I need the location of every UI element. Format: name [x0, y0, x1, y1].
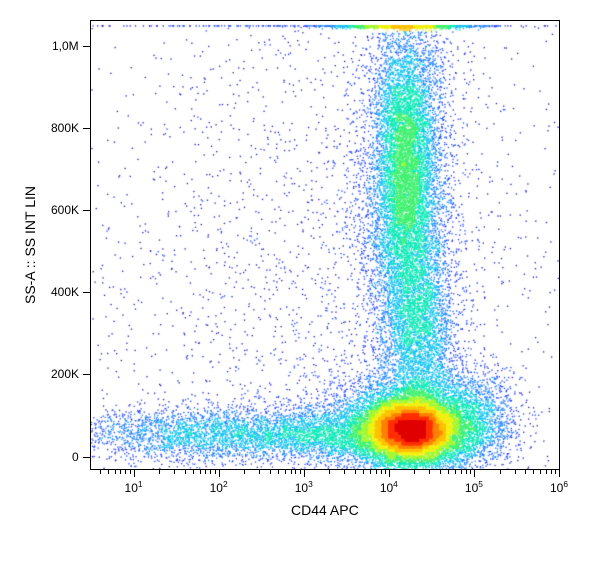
tick-label: 105 — [465, 479, 483, 495]
axis-tick — [500, 470, 501, 474]
axis-tick — [100, 470, 101, 474]
axis-tick — [448, 470, 449, 474]
tick-label: 103 — [295, 479, 313, 495]
axis-tick — [174, 470, 175, 474]
axis-tick — [83, 292, 90, 293]
axis-tick — [108, 470, 109, 474]
axis-tick — [185, 470, 186, 474]
axis-tick — [385, 470, 386, 474]
axis-tick — [414, 470, 415, 474]
tick-label: 106 — [550, 479, 568, 495]
axis-tick — [83, 46, 90, 47]
axis-tick — [83, 457, 90, 458]
axis-tick — [120, 470, 121, 474]
axis-tick — [300, 470, 301, 474]
tick-label: 101 — [125, 479, 143, 495]
axis-tick — [344, 470, 345, 474]
axis-tick — [285, 470, 286, 474]
axis-tick — [389, 470, 390, 477]
plot-area — [90, 20, 560, 470]
axis-tick — [134, 470, 135, 477]
x-axis-label: CD44 APC — [291, 502, 359, 518]
tick-label: 1,0M — [52, 39, 79, 53]
axis-tick — [559, 470, 560, 477]
axis-tick — [159, 470, 160, 474]
axis-tick — [466, 470, 467, 474]
y-axis-label: SS-A :: SS INT LIN — [22, 186, 38, 304]
tick-label: 600K — [51, 203, 79, 217]
axis-tick — [533, 470, 534, 474]
axis-tick — [193, 470, 194, 474]
axis-tick — [210, 470, 211, 474]
axis-tick — [470, 470, 471, 474]
axis-tick — [440, 470, 441, 474]
axis-tick — [291, 470, 292, 474]
axis-tick — [115, 470, 116, 474]
axis-tick — [200, 470, 201, 474]
axis-tick — [244, 470, 245, 474]
axis-tick — [461, 470, 462, 474]
tick-label: 200K — [51, 367, 79, 381]
axis-tick — [83, 210, 90, 211]
axis-tick — [83, 128, 90, 129]
tick-label: 0 — [72, 450, 79, 464]
axis-tick — [329, 470, 330, 474]
axis-tick — [555, 470, 556, 474]
axis-tick — [525, 470, 526, 474]
axis-tick — [363, 470, 364, 474]
axis-tick — [205, 470, 206, 474]
axis-tick — [295, 470, 296, 474]
axis-tick — [370, 470, 371, 474]
axis-tick — [219, 470, 220, 477]
axis-tick — [259, 470, 260, 474]
flow-cytometry-plot: SS-A :: SS INT LIN CD44 APC 0 200K 400K 600… — [0, 0, 600, 565]
axis-tick — [278, 470, 279, 474]
axis-tick — [540, 470, 541, 474]
axis-tick — [270, 470, 271, 474]
axis-tick — [376, 470, 377, 474]
axis-tick — [381, 470, 382, 474]
tick-label: 104 — [380, 479, 398, 495]
axis-tick — [455, 470, 456, 474]
axis-tick — [551, 470, 552, 474]
tick-label: 400K — [51, 285, 79, 299]
axis-tick — [355, 470, 356, 474]
axis-tick — [515, 470, 516, 474]
axis-tick — [130, 470, 131, 474]
axis-tick — [546, 470, 547, 474]
axis-tick — [215, 470, 216, 474]
tick-label: 102 — [210, 479, 228, 495]
tick-label: 800K — [51, 121, 79, 135]
axis-tick — [429, 470, 430, 474]
axis-tick — [304, 470, 305, 477]
scatter-canvas — [91, 21, 559, 469]
axis-tick — [83, 374, 90, 375]
axis-tick — [474, 470, 475, 477]
axis-tick — [125, 470, 126, 474]
